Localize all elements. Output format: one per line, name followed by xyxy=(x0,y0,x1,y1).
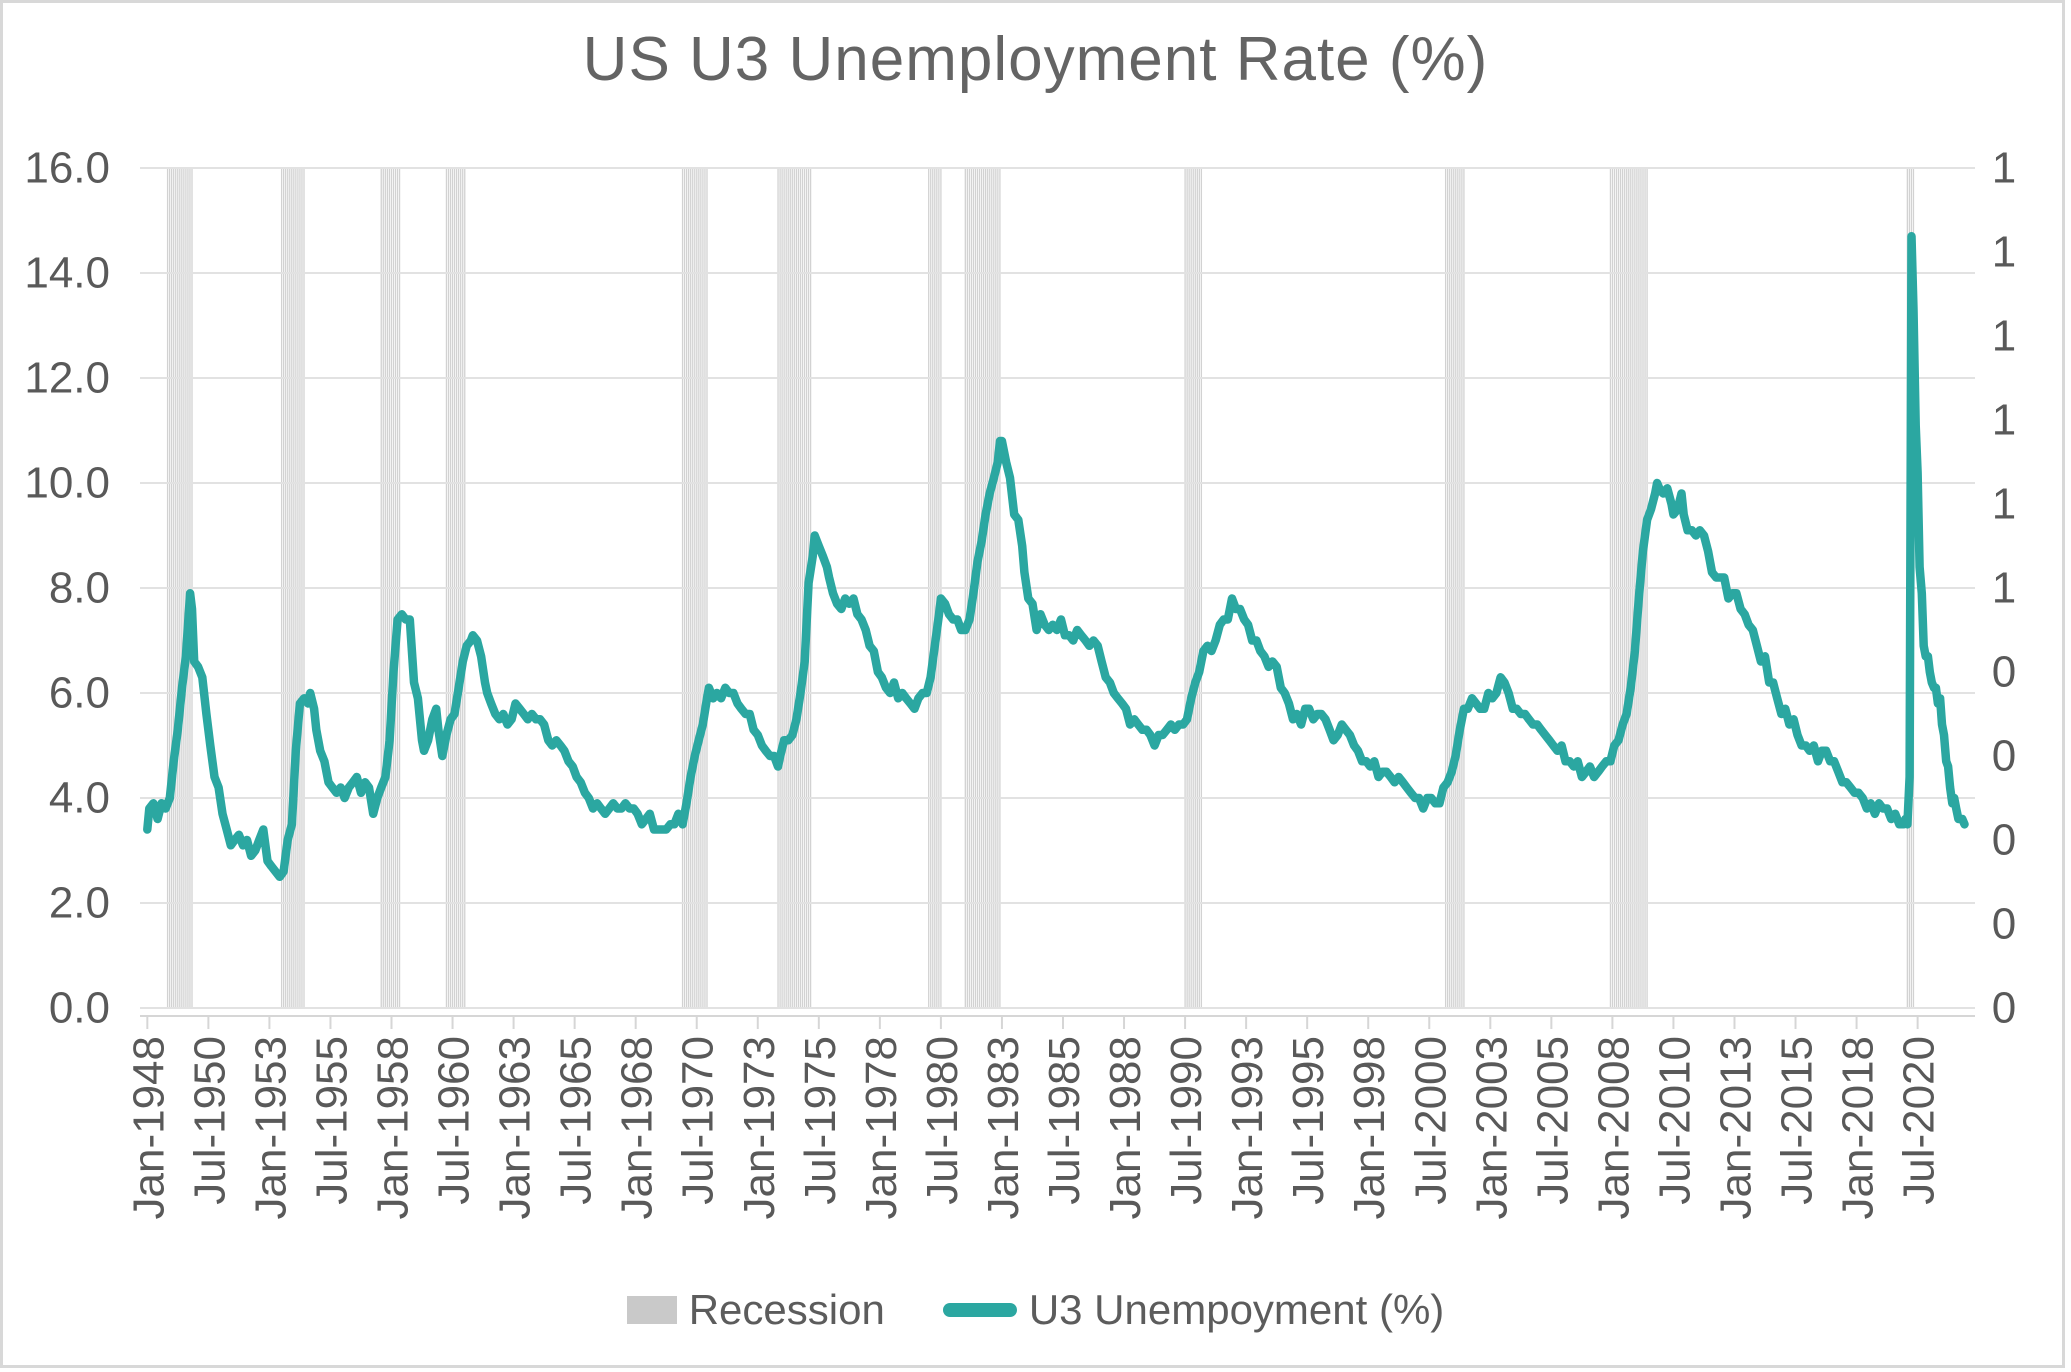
svg-text:1: 1 xyxy=(1992,228,2016,277)
svg-text:Jul-1990: Jul-1990 xyxy=(1162,1036,1211,1205)
line-series-swatch-icon xyxy=(942,1303,1017,1317)
svg-text:Jan-1963: Jan-1963 xyxy=(491,1036,540,1219)
legend-label-u3: U3 Unempoyment (%) xyxy=(1028,1286,1445,1333)
svg-text:Jan-2018: Jan-2018 xyxy=(1834,1036,1883,1219)
svg-text:Jan-1988: Jan-1988 xyxy=(1101,1036,1150,1219)
x-axis-labels: Jan-1948 Jul-1950 Jan-1953 Jul-1955 Jan-1958… xyxy=(124,1036,1943,1219)
svg-text:Jan-1978: Jan-1978 xyxy=(857,1036,906,1219)
gridlines xyxy=(140,167,1975,1009)
svg-text:0: 0 xyxy=(1992,816,2016,865)
svg-text:1: 1 xyxy=(1992,144,2016,193)
svg-text:Jan-1958: Jan-1958 xyxy=(369,1036,418,1219)
legend-label-recession: Recession xyxy=(688,1286,885,1333)
svg-text:16.0: 16.0 xyxy=(24,144,110,193)
svg-text:Jul-1960: Jul-1960 xyxy=(430,1036,479,1205)
recession-swatch-icon xyxy=(626,1296,677,1324)
svg-text:Jul-1980: Jul-1980 xyxy=(918,1036,967,1205)
svg-text:Jul-1955: Jul-1955 xyxy=(307,1036,356,1205)
svg-text:0.0: 0.0 xyxy=(49,984,110,1033)
svg-text:4.0: 4.0 xyxy=(49,774,110,823)
svg-text:Jul-1985: Jul-1985 xyxy=(1040,1036,1089,1205)
svg-text:Jul-2020: Jul-2020 xyxy=(1895,1036,1944,1205)
svg-text:Jul-1995: Jul-1995 xyxy=(1284,1036,1333,1205)
svg-text:Jan-1948: Jan-1948 xyxy=(124,1036,173,1219)
svg-text:1: 1 xyxy=(1992,480,2016,529)
svg-text:10.0: 10.0 xyxy=(24,459,110,508)
u3-line-series xyxy=(143,232,1969,882)
svg-text:Jan-2003: Jan-2003 xyxy=(1467,1036,1516,1219)
chart-legend: Recession U3 Unempoyment (%) xyxy=(0,1282,2071,1338)
y-axis-right-labels: 1 1 1 1 1 1 0 0 0 0 0 xyxy=(1992,144,2016,1033)
svg-text:1: 1 xyxy=(1992,396,2016,445)
svg-text:0: 0 xyxy=(1992,900,2016,949)
svg-text:12.0: 12.0 xyxy=(24,354,110,403)
svg-text:Jan-1953: Jan-1953 xyxy=(246,1036,295,1219)
svg-text:Jan-1993: Jan-1993 xyxy=(1223,1036,1272,1219)
svg-text:Jan-1983: Jan-1983 xyxy=(979,1036,1028,1219)
svg-text:Jul-2005: Jul-2005 xyxy=(1528,1036,1577,1205)
svg-text:0: 0 xyxy=(1992,984,2016,1033)
x-axis-ticks xyxy=(140,1015,1975,1029)
svg-text:0: 0 xyxy=(1992,732,2016,781)
svg-text:Jan-2008: Jan-2008 xyxy=(1589,1036,1638,1219)
svg-text:Jan-1998: Jan-1998 xyxy=(1345,1036,1394,1219)
svg-text:Jan-1973: Jan-1973 xyxy=(735,1036,784,1219)
svg-text:0: 0 xyxy=(1992,648,2016,697)
svg-text:1: 1 xyxy=(1992,564,2016,613)
svg-text:Jul-2000: Jul-2000 xyxy=(1406,1036,1455,1205)
svg-text:Jul-1975: Jul-1975 xyxy=(796,1036,845,1205)
svg-text:Jul-2015: Jul-2015 xyxy=(1773,1036,1822,1205)
chart-title: US U3 Unemployment Rate (%) xyxy=(582,25,1489,94)
svg-text:1: 1 xyxy=(1992,312,2016,361)
svg-text:Jul-2010: Jul-2010 xyxy=(1650,1036,1699,1205)
y-axis-left-labels: 16.0 14.0 12.0 10.0 8.0 6.0 4.0 2.0 0.0 xyxy=(24,144,110,1033)
svg-text:2.0: 2.0 xyxy=(49,879,110,928)
svg-text:Jul-1965: Jul-1965 xyxy=(552,1036,601,1205)
svg-text:8.0: 8.0 xyxy=(49,564,110,613)
legend-item-recession: Recession xyxy=(626,1286,885,1334)
svg-text:Jul-1950: Jul-1950 xyxy=(185,1036,234,1205)
svg-text:Jan-2013: Jan-2013 xyxy=(1711,1036,1760,1219)
svg-text:14.0: 14.0 xyxy=(24,249,110,298)
svg-text:Jul-1970: Jul-1970 xyxy=(674,1036,723,1205)
svg-text:Jan-1968: Jan-1968 xyxy=(613,1036,662,1219)
legend-item-u3: U3 Unempoyment (%) xyxy=(942,1286,1445,1334)
svg-text:6.0: 6.0 xyxy=(49,669,110,718)
